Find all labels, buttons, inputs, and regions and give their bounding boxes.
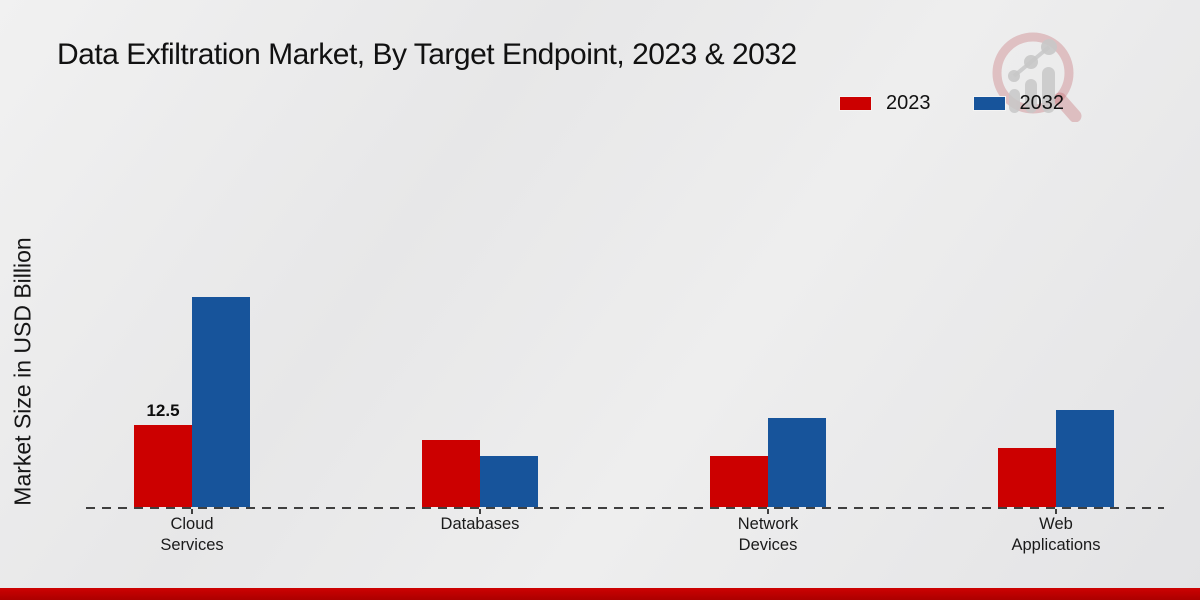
bar-2023-cloud-services bbox=[134, 425, 192, 507]
legend-label-2032: 2032 bbox=[1019, 92, 1065, 114]
footer-red-bar bbox=[0, 588, 1200, 600]
x-axis-tick bbox=[191, 509, 193, 514]
legend-swatch-2023 bbox=[839, 96, 872, 111]
bar-2023-network-devices bbox=[710, 456, 768, 507]
legend: 2023 2032 bbox=[839, 92, 1064, 115]
bar-2032-web-applications bbox=[1056, 410, 1114, 507]
x-category-label: Cloud Services bbox=[160, 515, 224, 554]
x-axis-line bbox=[86, 507, 1164, 509]
legend-label-2023: 2023 bbox=[886, 92, 931, 114]
legend-swatch-2032 bbox=[972, 96, 1006, 111]
bar-2032-databases bbox=[480, 456, 538, 507]
x-axis-tick bbox=[767, 509, 769, 514]
x-category-label: Databases bbox=[440, 515, 520, 533]
bar-2023-web-applications bbox=[998, 448, 1056, 507]
chart-title: Data Exfiltration Market, By Target Endp… bbox=[57, 38, 797, 71]
y-axis-label: Market Size in USD Billion bbox=[9, 237, 36, 506]
brand-watermark-icon bbox=[992, 32, 1082, 122]
x-category-label: Web Applications bbox=[1011, 515, 1101, 554]
bar-value-label: 12.5 bbox=[146, 401, 180, 420]
bar-2032-cloud-services bbox=[192, 297, 250, 507]
legend-item-2023: 2023 bbox=[839, 92, 931, 115]
x-axis-tick bbox=[479, 509, 481, 514]
bar-2032-network-devices bbox=[768, 418, 826, 507]
bar-2023-databases bbox=[422, 440, 480, 507]
legend-item-2032: 2032 bbox=[972, 92, 1065, 115]
x-category-label: Network Devices bbox=[737, 515, 799, 554]
x-axis-tick bbox=[1055, 509, 1057, 514]
